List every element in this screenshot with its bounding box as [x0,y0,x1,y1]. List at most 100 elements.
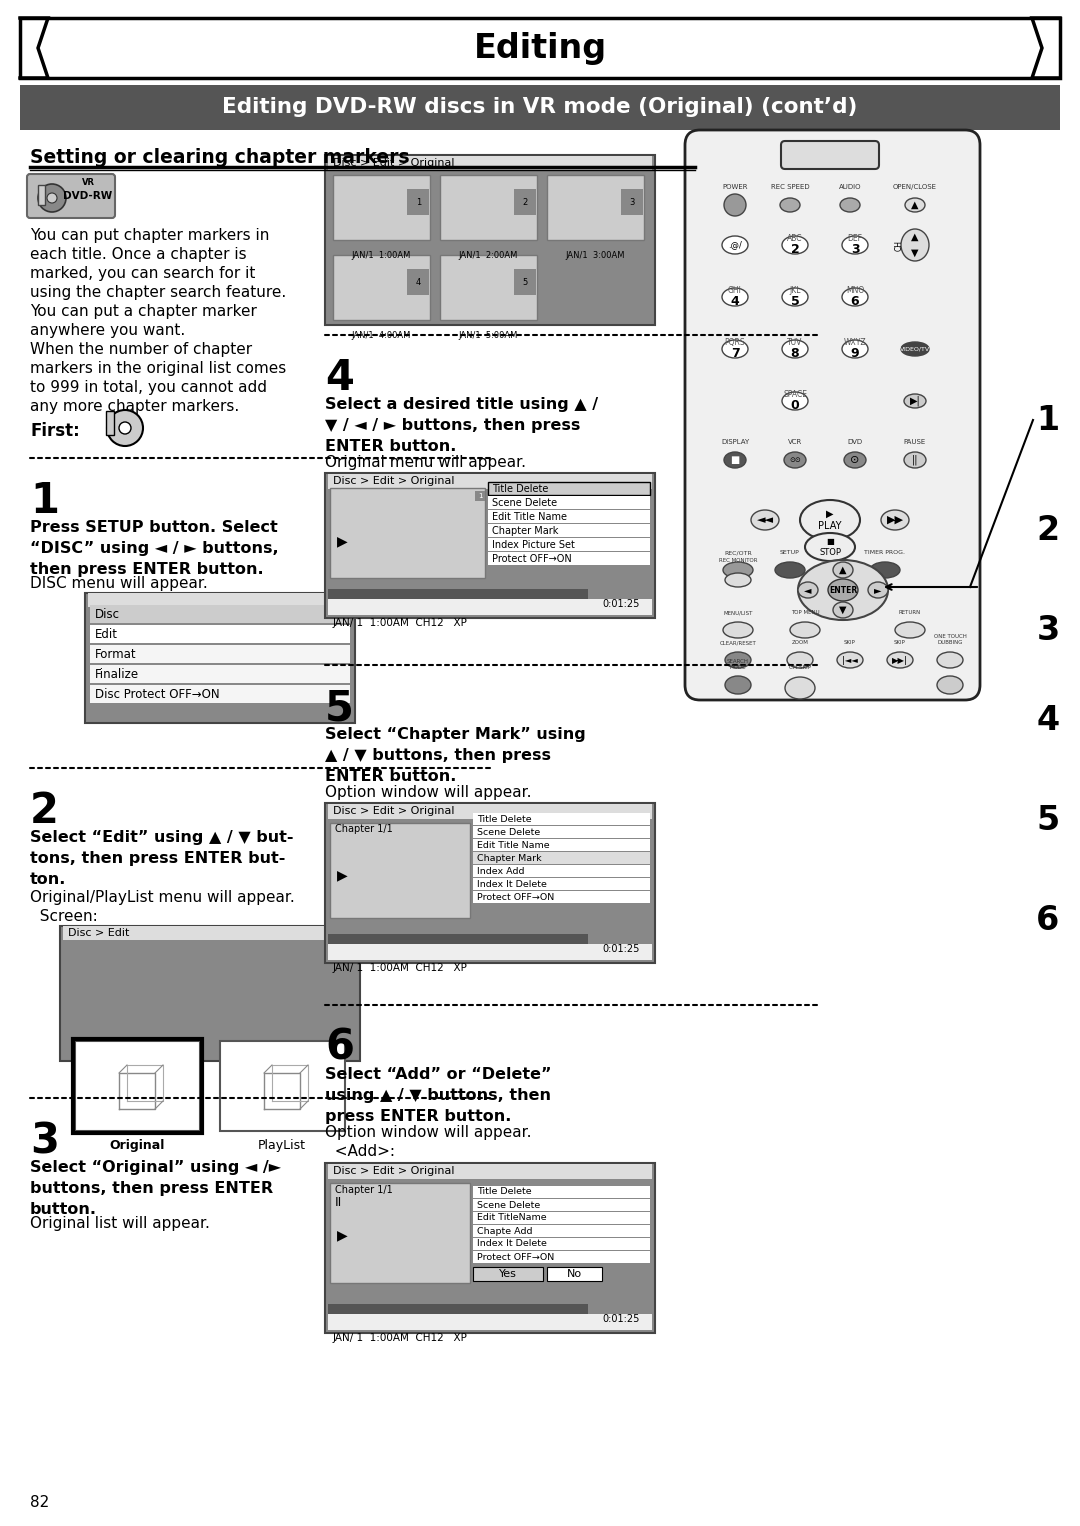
Text: VCR: VCR [788,439,802,446]
Text: Edit: Edit [95,627,118,641]
Text: 1: 1 [1037,403,1059,436]
Text: 4: 4 [416,278,421,287]
Text: ▲: ▲ [912,200,919,211]
Text: to 999 in total, you cannot add: to 999 in total, you cannot add [30,380,267,395]
Ellipse shape [828,578,858,601]
Text: PlayList: PlayList [258,1138,306,1152]
Text: SPACE: SPACE [783,389,807,398]
Text: 2: 2 [30,790,59,832]
Text: 0:01:25: 0:01:25 [603,945,640,954]
Text: Original list will appear.: Original list will appear. [30,1216,210,1231]
Bar [473,813,650,826]
Bar [73,1039,202,1132]
Text: 2: 2 [791,243,799,255]
Bar [330,488,485,578]
Text: OPEN/CLOSE: OPEN/CLOSE [893,185,937,191]
Bar [475,491,485,501]
Text: Select a desired title using ▲ /
▼ / ◄ / ► buttons, then press
ENTER button.: Select a desired title using ▲ / ▼ / ◄ /… [325,397,598,455]
Text: Disc > Edit > Original: Disc > Edit > Original [333,476,455,485]
FancyBboxPatch shape [781,140,879,169]
Text: Disc: Disc [95,607,120,621]
Ellipse shape [837,652,863,668]
Text: ABC: ABC [787,233,802,243]
Text: 6: 6 [1037,903,1059,937]
Text: DVD-RW: DVD-RW [64,191,112,201]
Text: ▶|: ▶| [909,395,920,406]
Ellipse shape [833,601,853,618]
Bar [87,594,352,607]
Bar [473,1199,650,1212]
Text: First:: First: [30,423,80,439]
Bar [473,1238,650,1250]
Text: 0:01:25: 0:01:25 [603,1314,640,1325]
Ellipse shape [895,623,924,638]
Ellipse shape [789,623,820,638]
Text: ▶▶: ▶▶ [887,514,904,525]
Ellipse shape [843,452,866,468]
Bar [325,473,654,618]
Ellipse shape [775,562,805,578]
Bar [90,604,350,623]
Ellipse shape [887,652,913,668]
Text: SETUP: SETUP [780,549,800,555]
Text: Scene Delete: Scene Delete [477,827,540,836]
Text: Option window will appear.: Option window will appear. [325,1125,531,1140]
Text: Chapte Add: Chapte Add [477,1227,532,1236]
Text: ■
STOP: ■ STOP [819,537,841,557]
Text: Disc > Edit > Original: Disc > Edit > Original [333,1166,455,1177]
Text: 4: 4 [325,357,354,398]
Bar [63,926,357,940]
Ellipse shape [723,340,748,359]
Text: Editing: Editing [473,32,607,64]
Bar [330,1183,470,1283]
Text: 6: 6 [325,1027,354,1070]
Text: 1: 1 [477,493,483,499]
Text: Setting or clearing chapter markers: Setting or clearing chapter markers [30,148,409,166]
Text: JAN/ 1  1:00AM  CH12   XP: JAN/ 1 1:00AM CH12 XP [333,963,468,974]
Text: each title. Once a chapter is: each title. Once a chapter is [30,247,246,262]
Text: You can put chapter markers in: You can put chapter markers in [30,227,269,243]
Text: Chapter Mark: Chapter Mark [492,525,558,536]
Text: CLEAR/RESET: CLEAR/RESET [719,639,756,645]
Text: using the chapter search feature.: using the chapter search feature. [30,285,286,301]
Ellipse shape [833,562,853,578]
Ellipse shape [842,340,868,359]
Bar [21,85,1059,130]
Text: JAN/ 1  1:00AM  CH12   XP: JAN/ 1 1:00AM CH12 XP [333,618,468,629]
Bar [333,175,430,240]
Bar [220,1041,345,1131]
Text: Chapter Mark: Chapter Mark [477,853,542,862]
Text: Select “Original” using ◄ /►
buttons, then press ENTER
button.: Select “Original” using ◄ /► buttons, th… [30,1160,281,1218]
Text: 3: 3 [851,243,860,255]
Text: ZOOM: ZOOM [792,639,809,645]
Text: JAN/1  4:00AM: JAN/1 4:00AM [351,331,410,340]
Ellipse shape [868,581,888,598]
Text: DISC menu will appear.: DISC menu will appear. [30,575,207,591]
Text: 4: 4 [731,295,740,308]
Ellipse shape [842,288,868,307]
Text: Scene Delete: Scene Delete [477,1201,540,1210]
Text: Original: Original [109,1138,164,1152]
Text: ⊙: ⊙ [850,455,860,465]
Text: 2: 2 [523,197,528,206]
Text: 9: 9 [851,346,860,360]
Text: anywhere you want.: anywhere you want. [30,324,186,337]
Bar [330,823,470,919]
Bar [473,1212,650,1224]
Ellipse shape [798,560,888,620]
Bar [21,18,1059,78]
Ellipse shape [905,198,924,212]
Ellipse shape [840,198,860,212]
Text: WXYZ: WXYZ [843,337,866,346]
Bar [473,1267,543,1280]
Text: Select “Edit” using ▲ / ▼ but-
tons, then press ENTER but-
ton.: Select “Edit” using ▲ / ▼ but- tons, the… [30,830,294,887]
Text: TOP MENU: TOP MENU [791,610,820,615]
Ellipse shape [937,676,963,694]
Ellipse shape [784,452,806,468]
Text: VIDEO/TV: VIDEO/TV [900,346,930,351]
Text: Edit Title Name: Edit Title Name [492,511,567,522]
FancyBboxPatch shape [685,130,980,700]
Text: JAN/1  5:00AM: JAN/1 5:00AM [458,331,517,340]
Text: Screen:: Screen: [30,909,98,925]
Text: Select “Chapter Mark” using
▲ / ▼ buttons, then press
ENTER button.: Select “Chapter Mark” using ▲ / ▼ button… [325,726,585,784]
